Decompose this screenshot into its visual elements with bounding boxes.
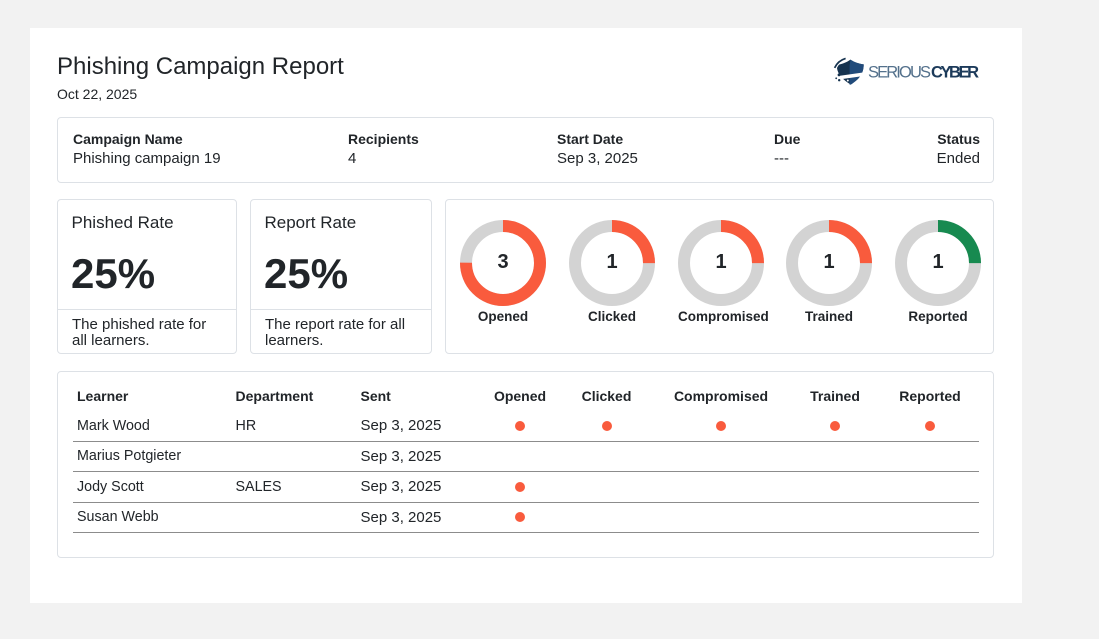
svg-text:CYBER: CYBER — [931, 63, 979, 81]
svg-text:SERIOUS: SERIOUS — [868, 63, 931, 81]
